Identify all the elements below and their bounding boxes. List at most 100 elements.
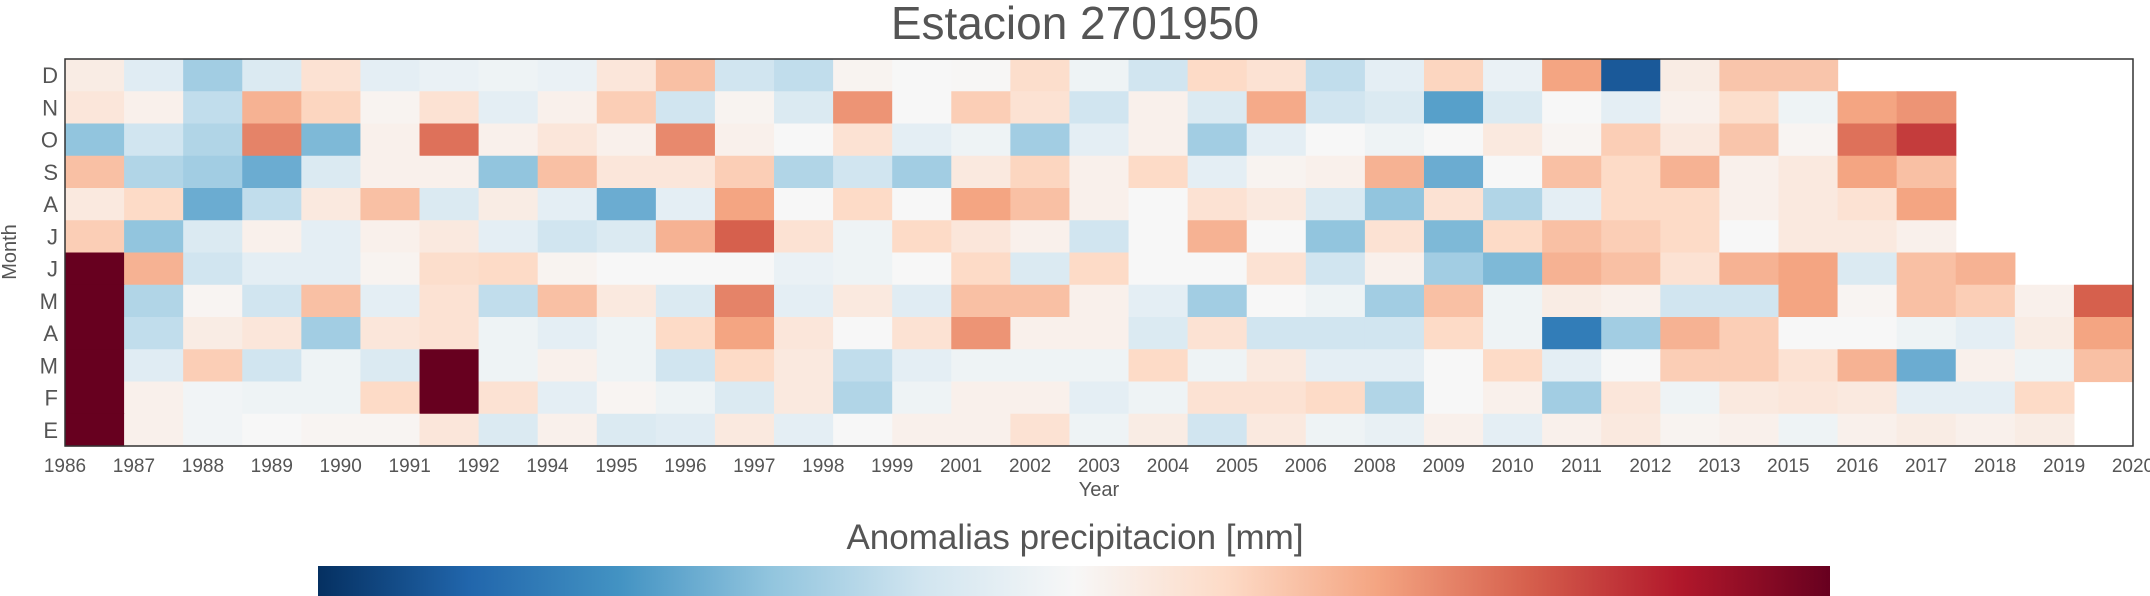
heatmap-cell <box>1660 123 1720 157</box>
heatmap-cell <box>478 91 539 125</box>
heatmap-cell <box>65 91 125 125</box>
heatmap-cell <box>1423 220 1484 254</box>
y-tick-label: F <box>45 386 58 411</box>
heatmap-cell <box>1778 349 1839 383</box>
heatmap-cell <box>1542 381 1602 415</box>
heatmap-cell <box>1837 155 1898 189</box>
heatmap-cell <box>360 220 421 254</box>
heatmap-cell <box>833 317 893 350</box>
heatmap-cell <box>1837 413 1898 447</box>
heatmap-cell <box>2073 317 2134 350</box>
heatmap-cell <box>1601 188 1661 221</box>
heatmap-cell <box>1069 252 1130 286</box>
x-tick-label: 2013 <box>1698 456 1740 477</box>
heatmap-cell <box>951 413 1011 447</box>
heatmap-cell <box>1187 155 1248 189</box>
heatmap-cell <box>124 220 184 254</box>
heatmap-cell <box>419 59 480 92</box>
heatmap-cell <box>1542 349 1602 383</box>
heatmap-cell <box>1423 317 1484 350</box>
heatmap-cell <box>301 59 362 92</box>
heatmap-cell <box>1305 59 1366 92</box>
heatmap-cell <box>1837 317 1898 350</box>
heatmap-cell <box>360 59 421 92</box>
heatmap-cell <box>655 155 716 189</box>
heatmap-cell <box>1187 317 1248 350</box>
heatmap-cell <box>124 284 184 318</box>
heatmap-cell <box>301 317 362 350</box>
heatmap-cell <box>124 317 184 350</box>
heatmap-cell <box>1955 317 2016 350</box>
heatmap-cell <box>774 59 834 92</box>
heatmap-cell <box>1660 220 1720 254</box>
heatmap-cell <box>2014 349 2075 383</box>
x-tick-label: 2003 <box>1078 456 1120 477</box>
heatmap-cell <box>1246 188 1307 221</box>
heatmap-cell <box>1187 220 1248 254</box>
heatmap-cell <box>1305 413 1366 447</box>
x-tick-label: 1989 <box>251 456 293 477</box>
heatmap-cell <box>1128 349 1189 383</box>
x-tick-label: 2005 <box>1216 456 1258 477</box>
heatmap-cell <box>1483 317 1543 350</box>
heatmap-cell <box>774 317 834 350</box>
heatmap-cell <box>833 91 893 125</box>
heatmap-cell <box>714 59 775 92</box>
heatmap-cell <box>1719 155 1780 189</box>
heatmap-cell <box>774 413 834 447</box>
heatmap-cell <box>360 252 421 286</box>
heatmap-cell <box>65 413 125 447</box>
heatmap-cell <box>183 317 243 350</box>
heatmap-cell <box>714 220 775 254</box>
heatmap-cell <box>242 123 302 157</box>
y-tick-label: J <box>47 257 58 282</box>
x-tick-label: 1997 <box>733 456 775 477</box>
heatmap-cell <box>242 188 302 221</box>
heatmap-cell <box>1778 91 1839 125</box>
heatmap-cell <box>65 381 125 415</box>
heatmap-cell <box>1187 381 1248 415</box>
heatmap-cell <box>1010 349 1071 383</box>
heatmap-cell <box>183 252 243 286</box>
heatmap-cell <box>419 413 480 447</box>
heatmap-cell <box>774 381 834 415</box>
heatmap-cell <box>774 349 834 383</box>
heatmap-cell <box>1837 284 1898 318</box>
heatmap-cell <box>183 91 243 125</box>
heatmap-cell <box>833 381 893 415</box>
heatmap-cell <box>655 252 716 286</box>
heatmap-cell <box>1778 188 1839 221</box>
heatmap-cell <box>1542 123 1602 157</box>
x-tick-label: 2004 <box>1147 456 1190 477</box>
heatmap-cell <box>183 349 243 383</box>
heatmap-cell <box>1364 284 1425 318</box>
heatmap-cell <box>1896 91 1957 125</box>
x-tick-label: 2001 <box>940 456 982 477</box>
heatmap-cell <box>419 155 480 189</box>
heatmap-cell <box>1128 155 1189 189</box>
heatmap-cell <box>1837 91 1898 125</box>
heatmap-cell <box>1364 413 1425 447</box>
heatmap-cell <box>1483 155 1543 189</box>
heatmap-cell <box>1483 381 1543 415</box>
heatmap-cell <box>1542 413 1602 447</box>
heatmap-cell <box>655 188 716 221</box>
heatmap-cell <box>714 349 775 383</box>
heatmap-cell <box>478 284 539 318</box>
heatmap-cell <box>1187 349 1248 383</box>
heatmap-cell <box>360 155 421 189</box>
heatmap-cell <box>1542 220 1602 254</box>
heatmap-cell <box>1896 220 1957 254</box>
heatmap-cell <box>183 284 243 318</box>
heatmap-cell <box>596 317 657 350</box>
heatmap-cell <box>1778 252 1839 286</box>
heatmap-cell <box>360 349 421 383</box>
heatmap-cell <box>478 381 539 415</box>
heatmap-cell <box>1719 252 1780 286</box>
heatmap-cell <box>1128 284 1189 318</box>
heatmap-cell <box>124 188 184 221</box>
heatmap-cell <box>301 252 362 286</box>
heatmap-cell <box>65 317 125 350</box>
heatmap-cell <box>1187 188 1248 221</box>
